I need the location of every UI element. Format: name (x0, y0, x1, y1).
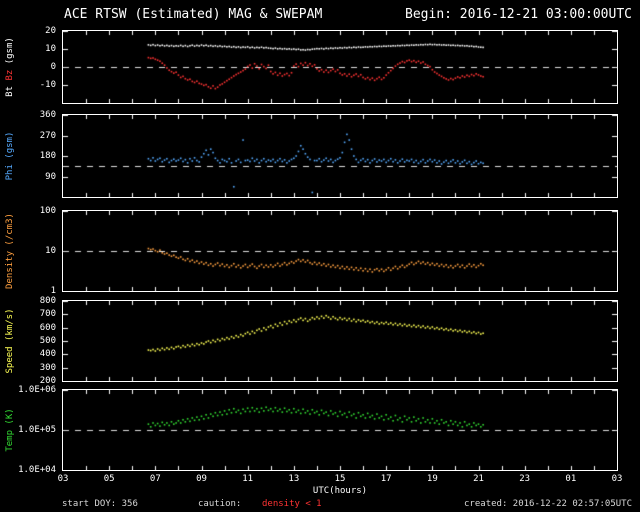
temp-y-tick-label: 1.0E+05 (18, 425, 56, 435)
x-tick-label: 23 (519, 474, 531, 484)
speed-y-tick-label: 300 (39, 362, 56, 373)
speed-plot-canvas (63, 301, 617, 381)
temp-axis-label-part: (K) (5, 408, 15, 425)
speed-axis-label-part: Speed (5, 341, 15, 374)
speed-y-tick-label: 500 (39, 336, 56, 346)
x-tick-label: 09 (196, 474, 207, 484)
caution-label: caution: (198, 499, 242, 509)
density-axis-label: Density (/cm3) (2, 210, 18, 292)
speed-y-tick-label: 600 (39, 322, 56, 333)
mag-axis-label-part: Bt (5, 80, 15, 97)
x-tick-label: 13 (288, 474, 300, 484)
x-tick-label: 11 (242, 474, 254, 484)
panel-speed (62, 300, 618, 382)
speed-y-tick-label: 800 (39, 296, 56, 306)
caution-detail-label: density < 1 (262, 499, 322, 509)
x-axis-title: UTC(hours) (312, 486, 368, 496)
phi-plot-canvas (63, 115, 617, 197)
x-tick-label: 03 (57, 474, 69, 484)
density-axis-label-part: Density (5, 245, 15, 289)
x-tick-label: 05 (103, 474, 115, 484)
density-axis-label-part: (/cm3) (5, 213, 15, 246)
temp-plot-canvas (63, 390, 617, 470)
mag-axis-label-part: Bz (5, 64, 15, 81)
plot-begin-time: Begin: 2016-12-21 03:00:00UTC (405, 7, 632, 22)
phi-y-tick-label: 90 (45, 171, 56, 182)
mag-y-tick-label: -10 (39, 80, 56, 90)
panel-density (62, 210, 618, 292)
x-tick-label: 19 (426, 474, 438, 484)
temp-axis-label-part: Temp (5, 424, 15, 452)
mag-y-tick-label: 20 (45, 26, 56, 36)
mag-y-tick-label: 10 (45, 44, 56, 54)
x-tick-label: 21 (473, 474, 484, 484)
start-doy-label: start DOY: 356 (62, 499, 138, 509)
x-tick-label: 15 (334, 474, 346, 484)
mag-axis-label-part: (gsm) (5, 37, 15, 65)
phi-axis-label: Phi (gsm) (2, 114, 18, 198)
phi-axis-label-part: (gsm) (5, 131, 15, 159)
speed-y-tick-label: 700 (39, 309, 56, 320)
x-tick-label: 07 (149, 474, 161, 484)
mag-plot-canvas (63, 31, 617, 103)
phi-y-tick-label: 360 (39, 110, 56, 120)
mag-axis-label: Bt Bz (gsm) (2, 30, 18, 104)
panel-temp (62, 389, 618, 471)
temp-axis-label: Temp (K) (2, 389, 18, 471)
speed-y-tick-label: 400 (39, 349, 56, 360)
panel-phi (62, 114, 618, 198)
plot-title: ACE RTSW (Estimated) MAG & SWEPAM (64, 7, 323, 22)
panel-mag (62, 30, 618, 104)
speed-axis-label: Speed (km/s) (2, 300, 18, 382)
speed-y-tick-label: 200 (39, 376, 56, 386)
mag-y-tick-label: 0 (50, 62, 56, 72)
density-plot-canvas (63, 211, 617, 291)
created-time-label: created: 2016-12-22 02:57:05UTC (464, 499, 632, 509)
x-tick-label: 01 (565, 474, 577, 484)
phi-y-tick-label: 180 (39, 151, 56, 161)
phi-axis-label-part: Phi (5, 158, 15, 181)
speed-axis-label-part: (km/s) (5, 308, 15, 341)
density-y-tick-label: 100 (39, 206, 56, 216)
temp-y-tick-label: 1.0E+04 (18, 465, 56, 475)
density-y-tick-label: 10 (45, 246, 56, 256)
temp-y-tick-label: 1.0E+06 (18, 385, 56, 395)
x-tick-label: 17 (380, 474, 392, 484)
phi-y-tick-label: 270 (39, 130, 56, 141)
x-tick-label: 03 (611, 474, 623, 484)
density-y-tick-label: 1 (50, 286, 56, 296)
